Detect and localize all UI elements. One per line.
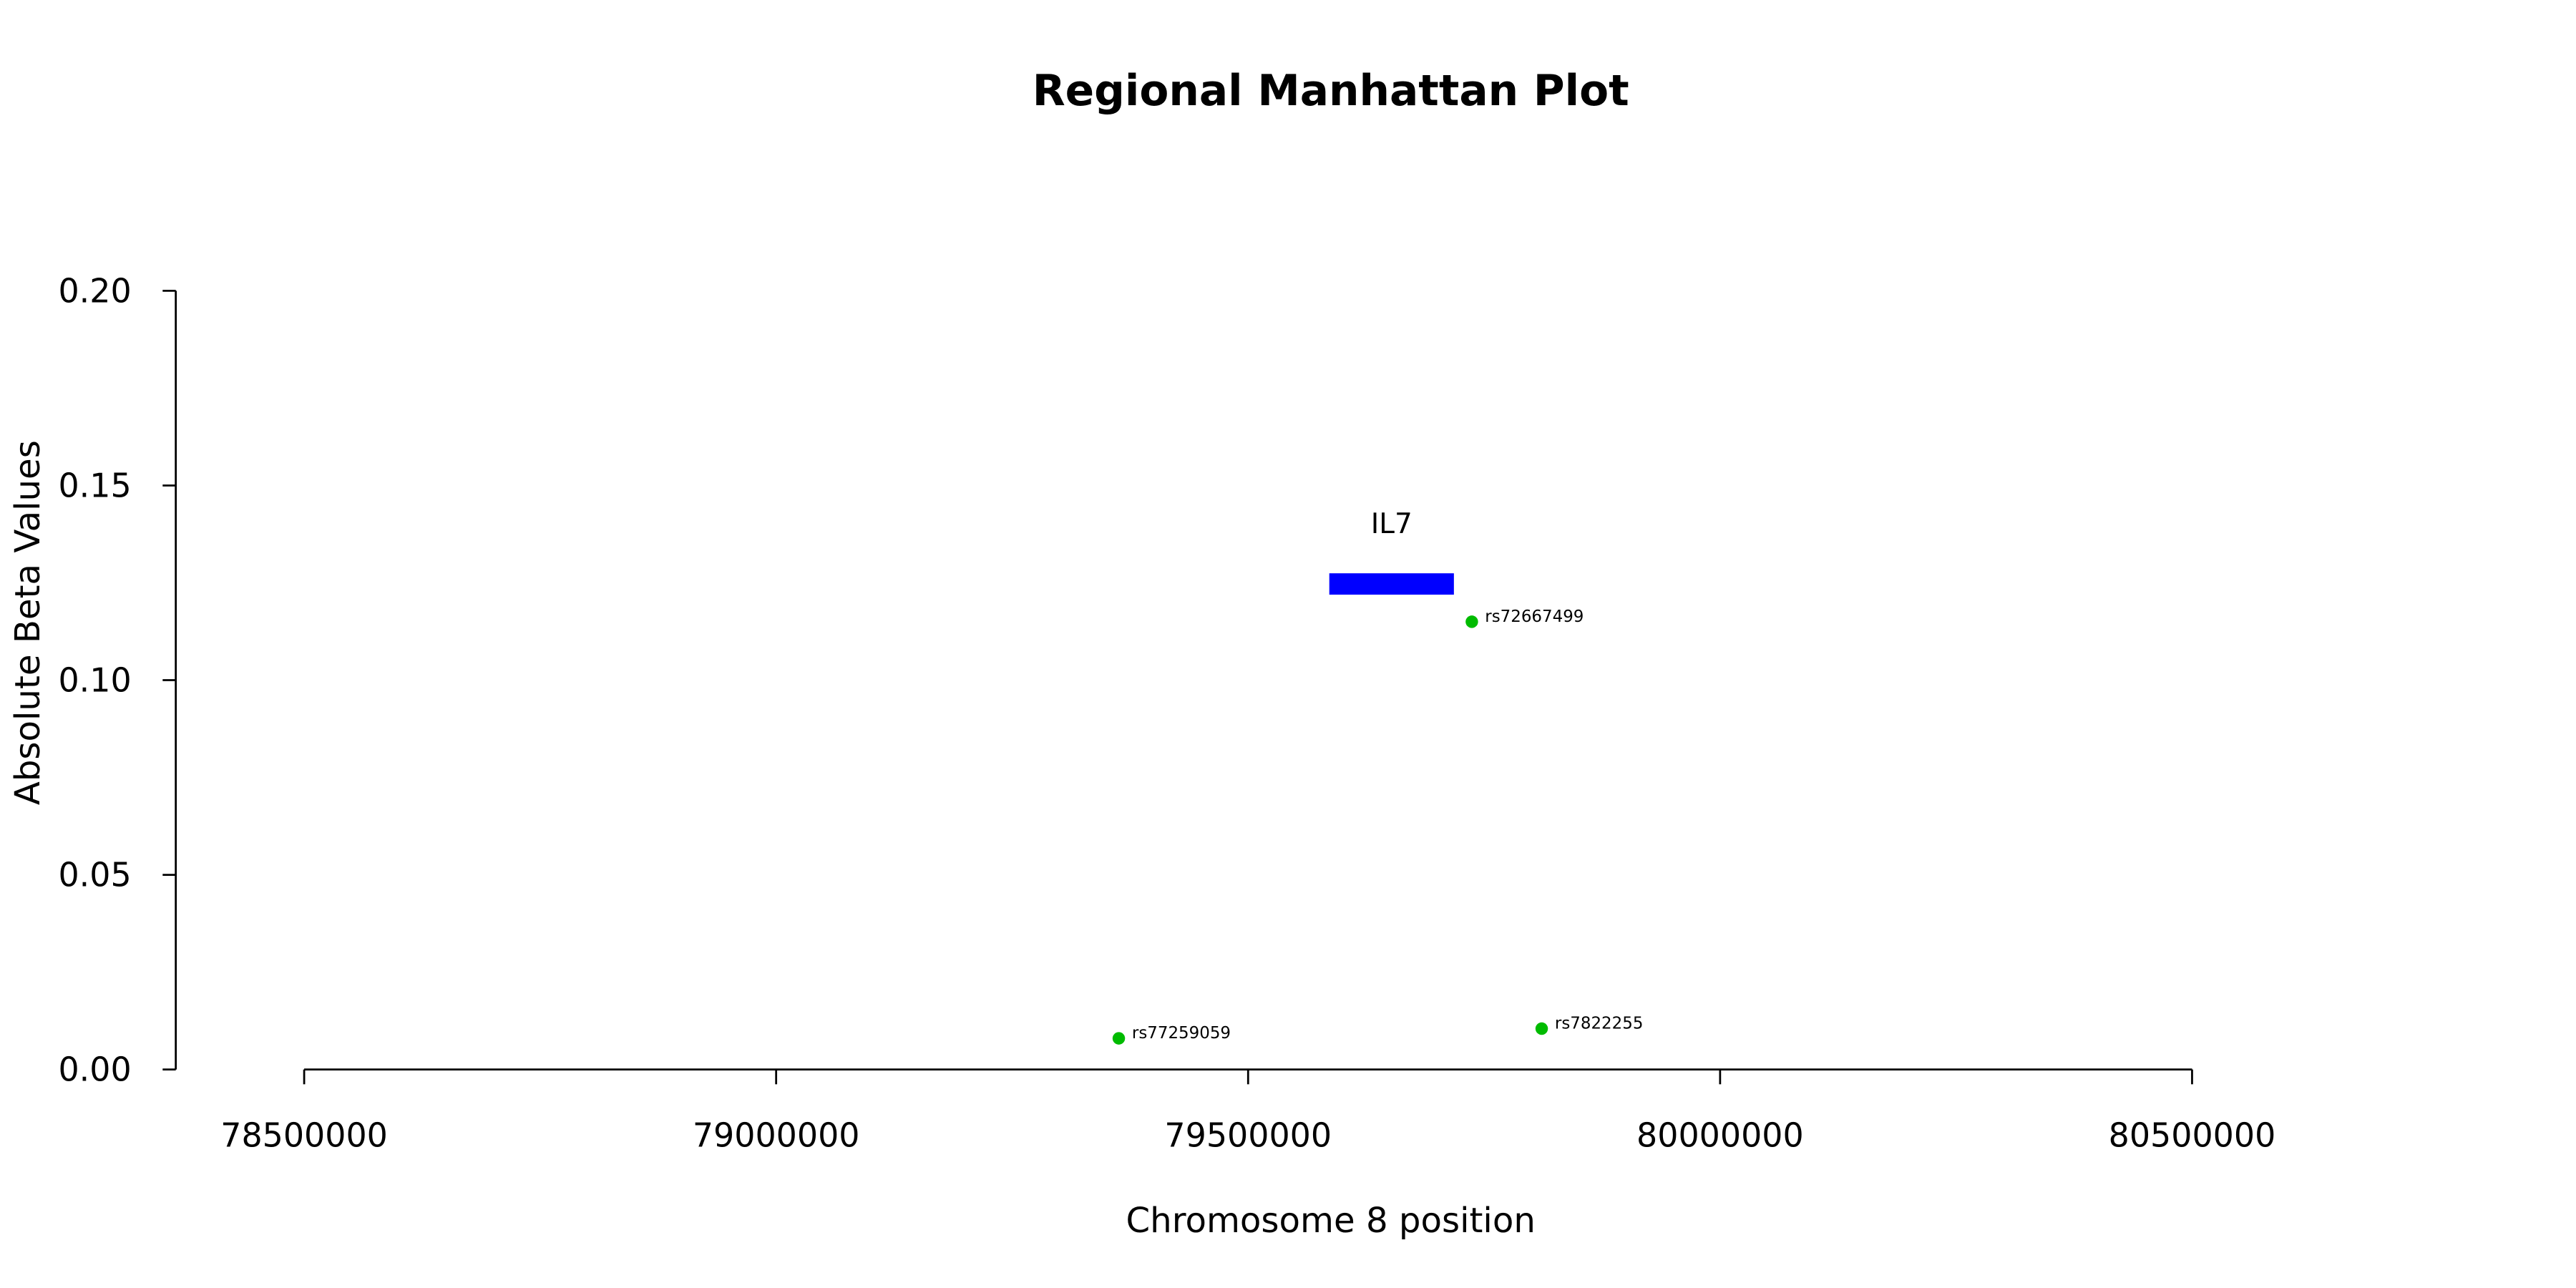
x-axis-label: Chromosome 8 position [1126,1201,1536,1241]
point [1535,1022,1548,1035]
x-tick-label: 80500000 [2109,1116,2276,1155]
x-tick-label: 78500000 [220,1116,388,1155]
y-tick-label: 0.20 [58,271,131,310]
gene-bar [1329,573,1454,595]
y-tick-label: 0.05 [58,856,131,894]
y-tick-label: 0.15 [58,467,131,505]
point [1465,615,1478,628]
x-tick-label: 80000000 [1636,1116,1804,1155]
point [1112,1032,1126,1045]
point-label: rs7822255 [1555,1015,1644,1033]
point-label: rs77259059 [1132,1024,1231,1043]
x-tick-label: 79000000 [693,1116,860,1155]
point-label: rs72667499 [1485,608,1584,626]
y-tick-label: 0.00 [58,1050,131,1089]
chart-title: Regional Manhattan Plot [1033,67,1629,116]
y-tick-label: 0.10 [58,661,131,700]
x-tick-label: 79500000 [1164,1116,1332,1155]
gene-label: IL7 [1371,508,1413,540]
y-axis-label: Absolute Beta Values [8,440,48,805]
